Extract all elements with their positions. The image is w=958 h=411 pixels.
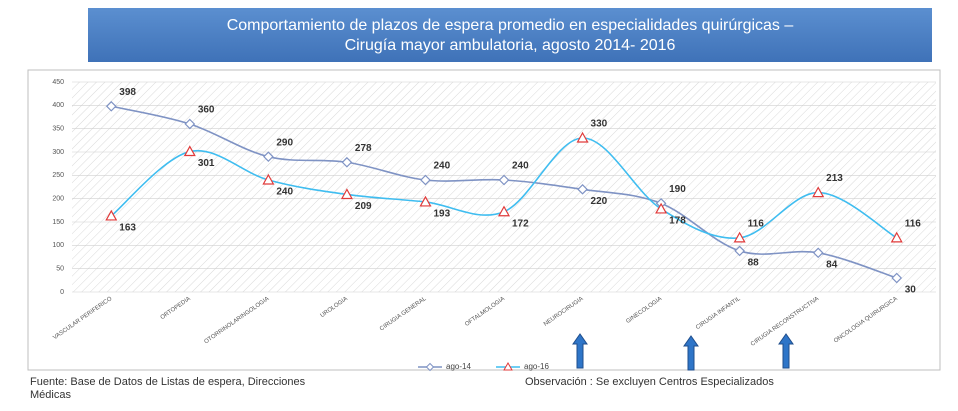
data-label: 360 <box>198 105 215 116</box>
marker <box>420 174 431 186</box>
y-tick-label: 100 <box>52 242 64 249</box>
y-tick-label: 50 <box>56 266 64 273</box>
data-label: 240 <box>512 161 529 172</box>
marker <box>263 151 274 163</box>
data-label: 116 <box>905 219 922 230</box>
data-label: 172 <box>512 218 529 229</box>
source-note: Médicas <box>30 389 71 401</box>
data-label: 190 <box>669 184 686 195</box>
y-tick-label: 400 <box>52 102 64 109</box>
data-label: 213 <box>826 173 843 184</box>
arrow <box>683 335 699 371</box>
data-label: 220 <box>591 196 608 207</box>
marker <box>341 156 353 168</box>
marker <box>812 186 825 198</box>
data-label: 30 <box>905 285 917 296</box>
marker <box>262 173 275 185</box>
data-label: 163 <box>119 223 136 234</box>
legend-marker <box>503 361 513 371</box>
data-label: 290 <box>276 137 293 148</box>
data-label: 193 <box>433 209 450 220</box>
marker <box>497 205 511 217</box>
arrows <box>572 333 794 371</box>
y-tick-label: 250 <box>52 172 64 179</box>
marker <box>105 209 118 221</box>
marker <box>733 231 746 243</box>
chart-title: Comportamiento de plazos de espera prome… <box>227 17 794 34</box>
y-tick-label: 200 <box>52 196 64 203</box>
marker <box>734 245 745 257</box>
data-label: 84 <box>826 259 838 270</box>
marker <box>183 145 196 157</box>
legend-marker <box>425 362 435 372</box>
arrow <box>572 333 588 369</box>
marker <box>340 188 353 200</box>
data-label: 240 <box>276 187 293 198</box>
data-label: 178 <box>669 216 686 227</box>
data-label: 88 <box>748 258 760 269</box>
data-label: 278 <box>355 143 372 154</box>
data-label: 116 <box>748 219 765 230</box>
title-banner <box>88 8 932 62</box>
arrow <box>778 333 794 369</box>
marker <box>812 247 824 259</box>
y-tick-label: 0 <box>60 289 64 296</box>
marker <box>577 183 588 195</box>
marker <box>891 272 903 284</box>
y-tick-label: 150 <box>52 219 64 226</box>
marker <box>105 100 117 112</box>
data-label: 240 <box>433 161 450 172</box>
y-tick-label: 350 <box>52 126 64 133</box>
chart-title: Cirugía mayor ambulatoria, agosto 2014- … <box>345 37 676 54</box>
observation-note: Observación : Se excluyen Centros Especi… <box>525 376 774 388</box>
plot-area <box>72 82 936 292</box>
y-tick-label: 450 <box>52 79 64 86</box>
data-label: 209 <box>355 201 372 212</box>
marker <box>890 231 903 243</box>
data-label: 330 <box>591 119 608 130</box>
marker <box>655 202 668 214</box>
marker <box>498 174 510 186</box>
marker <box>576 131 589 143</box>
marker <box>184 118 196 130</box>
data-label: 301 <box>198 158 215 169</box>
marker <box>419 195 432 207</box>
data-label: 398 <box>119 87 136 98</box>
y-tick-label: 300 <box>52 149 64 156</box>
series-line <box>110 137 898 239</box>
source-note: Fuente: Base de Datos de Listas de esper… <box>30 376 306 388</box>
legend-label: ago-14 <box>446 362 471 371</box>
legend-label: ago-16 <box>524 362 549 371</box>
